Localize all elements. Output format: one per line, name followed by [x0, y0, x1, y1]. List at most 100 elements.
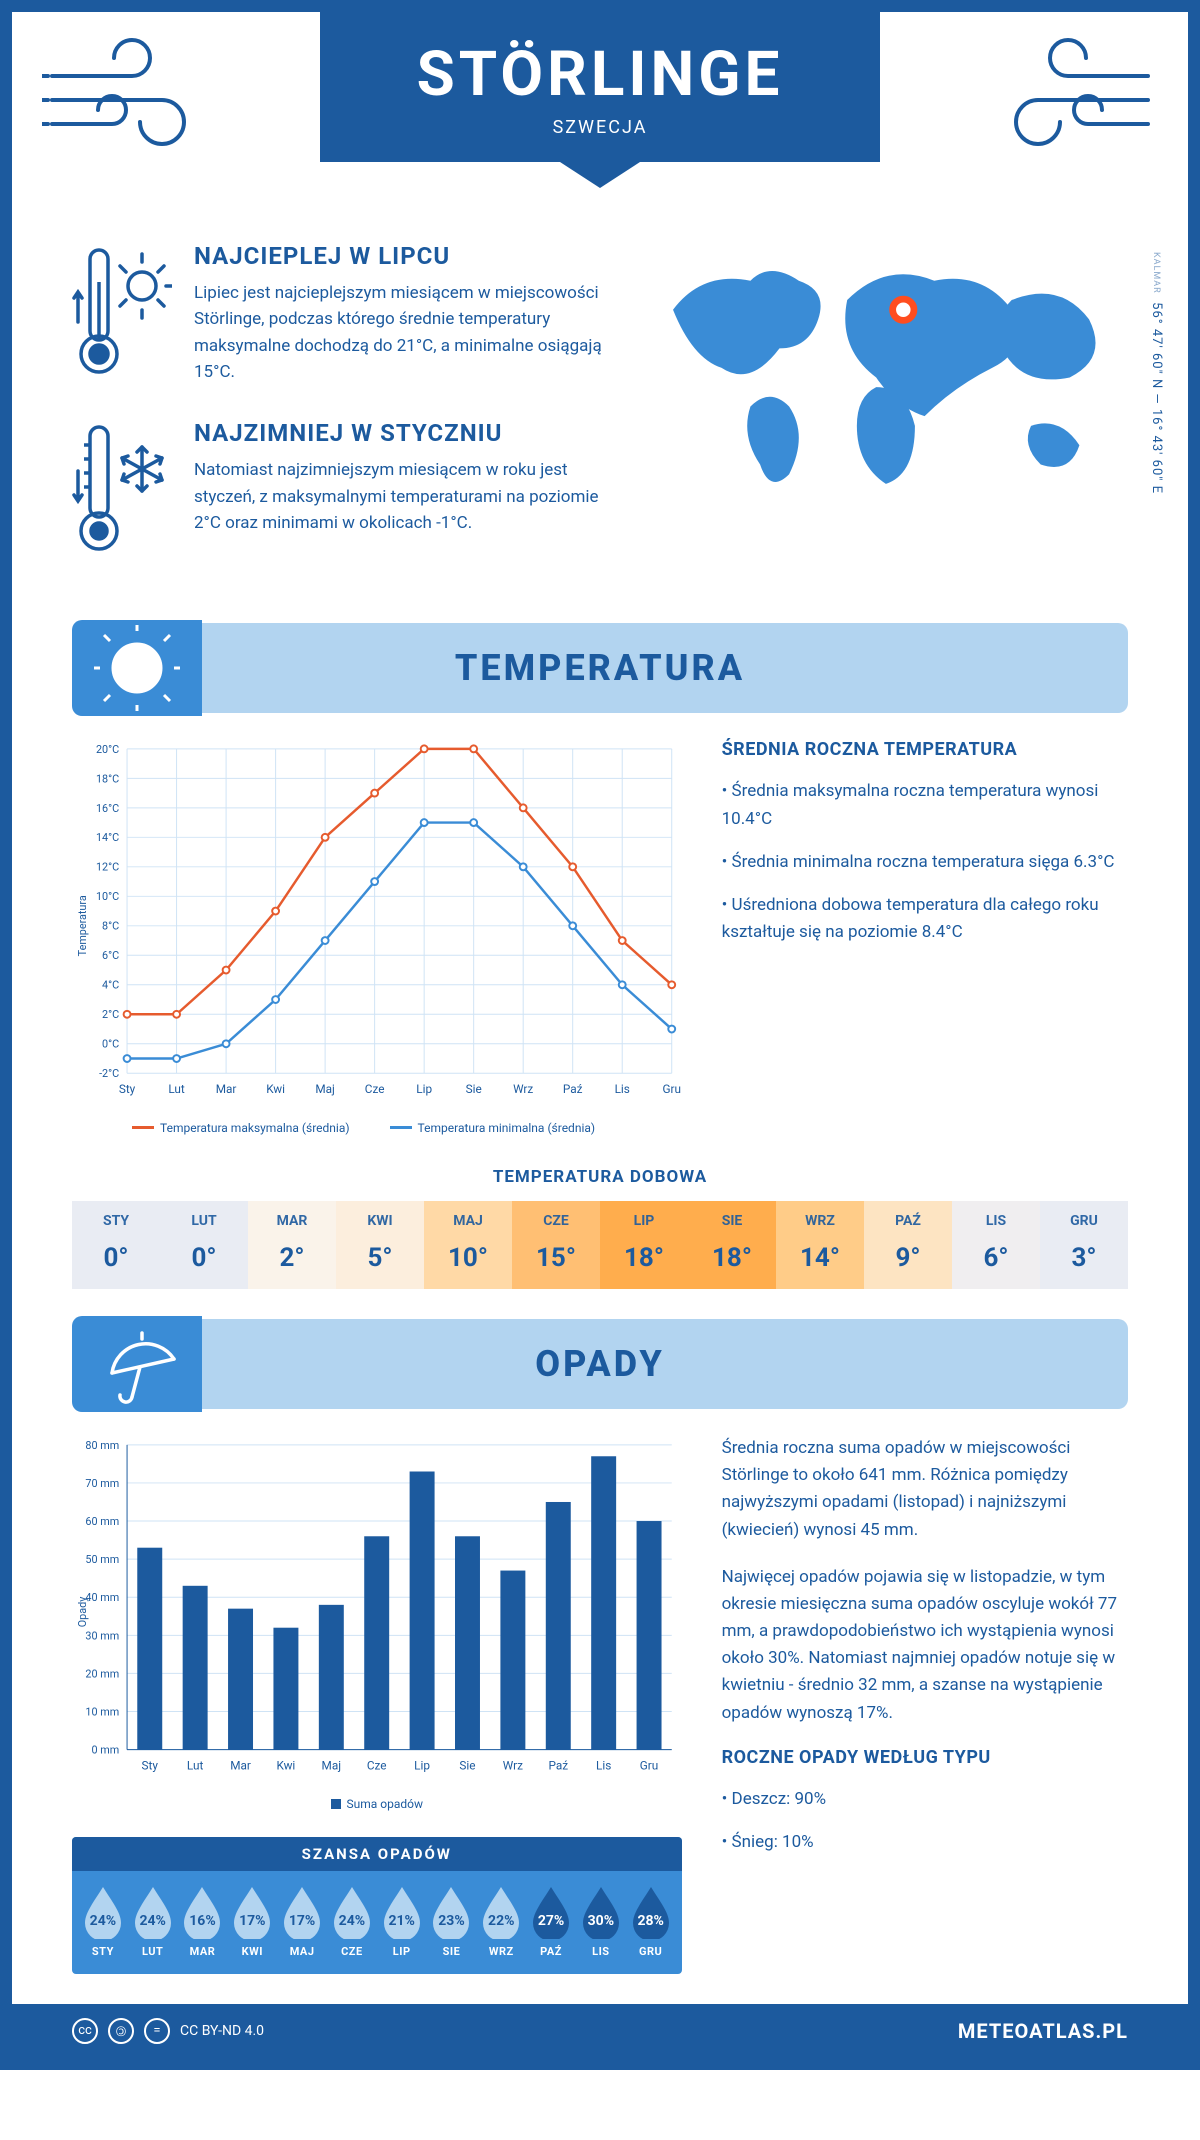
header: STÖRLINGE SZWECJA: [12, 12, 1188, 212]
svg-text:10°C: 10°C: [96, 891, 119, 904]
section-banner-opady: OPADY: [72, 1319, 1128, 1409]
chart-legend: Suma opadów: [72, 1797, 682, 1811]
avg-temp-bullet: Uśredniona dobowa temperatura dla całego…: [722, 892, 1128, 946]
sun-icon: [72, 620, 202, 716]
svg-text:Lut: Lut: [187, 1758, 204, 1772]
svg-text:Wrz: Wrz: [513, 1082, 533, 1096]
chance-item: 23%SIE: [427, 1885, 477, 1958]
svg-text:8°C: 8°C: [102, 920, 119, 933]
svg-text:Opady: Opady: [76, 1597, 89, 1628]
svg-text:40 mm: 40 mm: [85, 1591, 119, 1604]
svg-text:Mar: Mar: [230, 1758, 251, 1772]
svg-text:Sty: Sty: [119, 1082, 136, 1096]
site-name: METEOATLAS.PL: [958, 2019, 1128, 2043]
svg-text:Wrz: Wrz: [503, 1758, 523, 1772]
svg-text:Temperatura: Temperatura: [76, 896, 89, 957]
daily-temp-cell: CZE15°: [512, 1201, 600, 1289]
thermometer-sun-icon: [72, 242, 172, 385]
svg-text:Cze: Cze: [365, 1082, 385, 1096]
umbrella-icon: [72, 1316, 202, 1412]
daily-temp-cell: WRZ14°: [776, 1201, 864, 1289]
chance-item: 17%KWI: [227, 1885, 277, 1958]
avg-temp-title: ŚREDNIA ROCZNA TEMPERATURA: [722, 739, 1128, 760]
chart-legend: Temperatura maksymalna (średnia) Tempera…: [72, 1121, 682, 1135]
chance-item: 21%LIP: [377, 1885, 427, 1958]
svg-text:0 mm: 0 mm: [92, 1744, 120, 1757]
chance-item: 16%MAR: [178, 1885, 228, 1958]
page: STÖRLINGE SZWECJA: [0, 0, 1200, 2070]
daily-temp-cell: KWI5°: [336, 1201, 424, 1289]
page-subtitle: SZWECJA: [320, 117, 880, 138]
svg-text:Mar: Mar: [216, 1082, 237, 1096]
avg-temp-bullet: Średnia minimalna roczna temperatura się…: [722, 849, 1128, 876]
svg-text:Paź: Paź: [548, 1758, 568, 1772]
chance-item: 27%PAŹ: [526, 1885, 576, 1958]
svg-text:20°C: 20°C: [96, 743, 119, 756]
daily-temp-cell: PAŹ9°: [864, 1201, 952, 1289]
coordinates: KALMAR 56° 47' 60" N — 16° 43' 60" E: [1149, 252, 1164, 494]
wind-icon: [978, 36, 1158, 156]
warmest-text: Lipiec jest najcieplejszym miesiącem w m…: [194, 280, 604, 385]
daily-temp-cell: LUT0°: [160, 1201, 248, 1289]
svg-text:70 mm: 70 mm: [85, 1477, 119, 1490]
svg-text:Kwi: Kwi: [277, 1758, 296, 1772]
precip-para2: Najwięcej opadów pojawia się w listopadz…: [722, 1564, 1128, 1727]
svg-text:6°C: 6°C: [102, 950, 119, 963]
precip-para1: Średnia roczna suma opadów w miejscowośc…: [722, 1435, 1128, 1544]
svg-text:Maj: Maj: [322, 1758, 342, 1772]
avg-temp-bullets: Średnia maksymalna roczna temperatura wy…: [722, 778, 1128, 946]
wind-icon: [42, 36, 222, 156]
by-type-item: Deszcz: 90%: [722, 1786, 1128, 1813]
svg-text:80 mm: 80 mm: [85, 1439, 119, 1452]
daily-temp-cell: GRU3°: [1040, 1201, 1128, 1289]
coldest-title: NAJZIMNIEJ W STYCZNIU: [194, 419, 604, 447]
svg-text:Maj: Maj: [315, 1082, 335, 1096]
section-title: OPADY: [535, 1343, 665, 1385]
coldest-block: NAJZIMNIEJ W STYCZNIU Natomiast najzimni…: [72, 419, 604, 559]
world-map: KALMAR 56° 47' 60" N — 16° 43' 60" E: [644, 242, 1128, 593]
svg-text:Lut: Lut: [168, 1082, 185, 1096]
svg-text:16°C: 16°C: [96, 802, 119, 815]
chance-item: 17%MAJ: [277, 1885, 327, 1958]
svg-text:14°C: 14°C: [96, 832, 119, 845]
svg-text:Sie: Sie: [459, 1758, 475, 1772]
precip-by-type-list: Deszcz: 90% Śnieg: 10%: [722, 1786, 1128, 1856]
page-title: STÖRLINGE: [320, 12, 880, 111]
warmest-title: NAJCIEPLEJ W LIPCU: [194, 242, 604, 270]
warmest-block: NAJCIEPLEJ W LIPCU Lipiec jest najcieple…: [72, 242, 604, 385]
daily-temp-cell: MAJ10°: [424, 1201, 512, 1289]
coldest-text: Natomiast najzimniejszym miesiącem w rok…: [194, 457, 604, 536]
svg-text:50 mm: 50 mm: [85, 1553, 119, 1566]
svg-text:10 mm: 10 mm: [85, 1705, 119, 1718]
by-type-item: Śnieg: 10%: [722, 1829, 1128, 1856]
chance-item: 24%LUT: [128, 1885, 178, 1958]
svg-text:18°C: 18°C: [96, 773, 119, 786]
daily-temp-cell: SIE18°: [688, 1201, 776, 1289]
chance-box: SZANSA OPADÓW 24%STY24%LUT16%MAR17%KWI17…: [72, 1837, 682, 1974]
chance-item: 22%WRZ: [476, 1885, 526, 1958]
chance-item: 30%LIS: [576, 1885, 626, 1958]
chance-item: 24%STY: [78, 1885, 128, 1958]
svg-text:Cze: Cze: [367, 1758, 387, 1772]
daily-temp-table: STY0°LUT0°MAR2°KWI5°MAJ10°CZE15°LIP18°SI…: [72, 1201, 1128, 1289]
svg-text:30 mm: 30 mm: [85, 1629, 119, 1642]
svg-text:4°C: 4°C: [102, 979, 119, 992]
svg-text:Paź: Paź: [563, 1082, 583, 1096]
svg-text:Lip: Lip: [416, 1082, 432, 1096]
svg-text:Sty: Sty: [142, 1758, 159, 1772]
daily-temp-cell: MAR2°: [248, 1201, 336, 1289]
svg-text:Lip: Lip: [414, 1758, 430, 1772]
svg-text:60 mm: 60 mm: [85, 1515, 119, 1528]
svg-text:-2°C: -2°C: [99, 1068, 119, 1081]
footer: cc🄯= CC BY-ND 4.0 METEOATLAS.PL: [12, 2004, 1188, 2058]
thermometer-snow-icon: [72, 419, 172, 559]
license: cc🄯= CC BY-ND 4.0: [72, 2018, 264, 2044]
svg-text:Gru: Gru: [662, 1082, 681, 1096]
daily-temp-cell: LIP18°: [600, 1201, 688, 1289]
svg-text:Gru: Gru: [640, 1758, 659, 1772]
precipitation-chart: 0 mm10 mm20 mm30 mm40 mm50 mm60 mm70 mm8…: [72, 1435, 682, 1974]
daily-temp-cell: LIS6°: [952, 1201, 1040, 1289]
svg-text:12°C: 12°C: [96, 861, 119, 874]
daily-temp-cell: STY0°: [72, 1201, 160, 1289]
intro-row: NAJCIEPLEJ W LIPCU Lipiec jest najcieple…: [72, 242, 1128, 593]
